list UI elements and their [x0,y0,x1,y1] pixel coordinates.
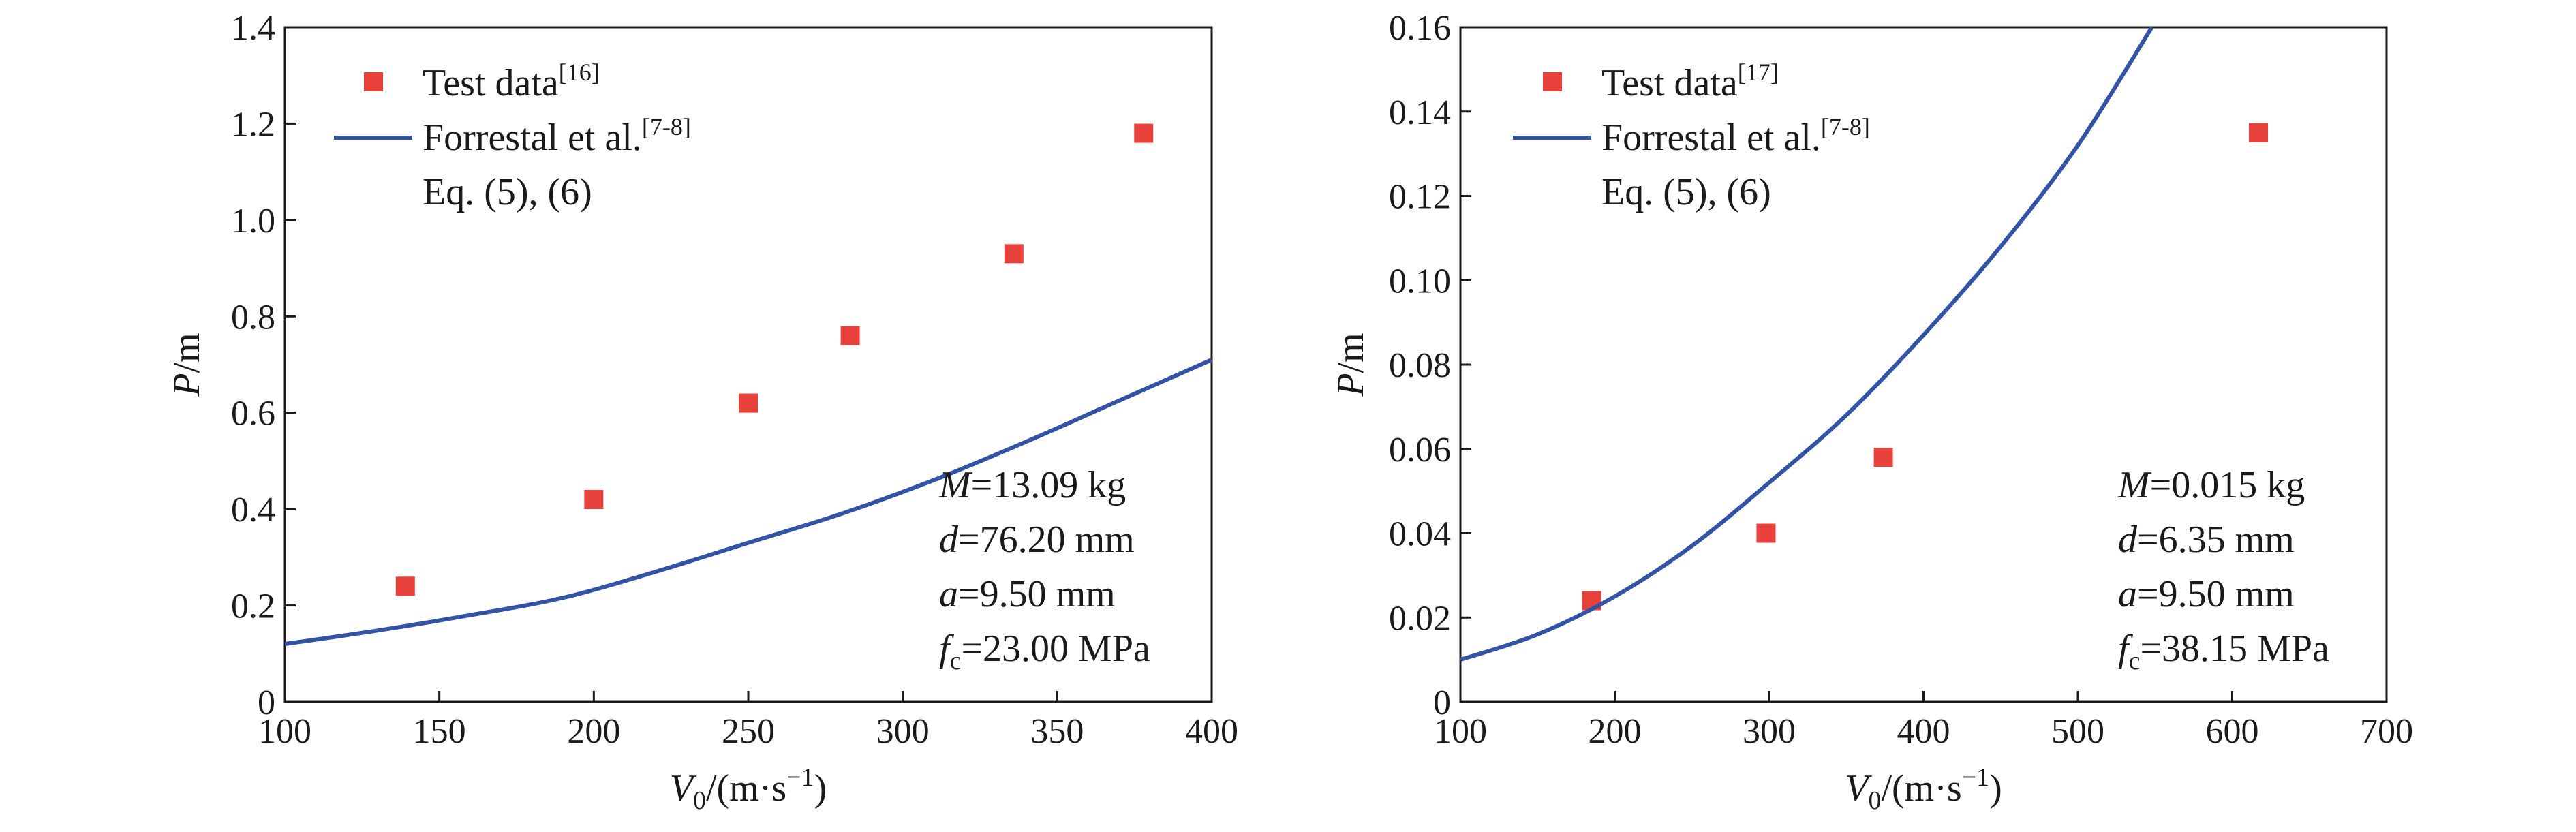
y-tick-label: 0 [1433,683,1451,722]
y-axis-title: P/m [1330,333,1372,397]
x-tick-label: 150 [413,712,466,751]
legend-equation: Eq. (5), (6) [423,171,592,213]
parameter-fc: fc=23.00 MPa [939,628,1150,675]
test-data-point [584,490,604,509]
parameter-d: d=76.20 mm [939,519,1135,561]
legend-forrestal: Forrestal et al.[7-8] [423,113,691,159]
y-tick-label: 0.6 [231,395,275,433]
x-tick-label: 350 [1030,712,1084,751]
x-tick-label: 250 [722,712,775,751]
parameter-M: M=13.09 kg [938,464,1126,506]
x-tick-label: 300 [1743,712,1796,751]
x-tick-label: 600 [2206,712,2259,751]
parameter-M: M=0.015 kg [2117,464,2305,506]
x-tick-label: 100 [258,712,311,751]
parameter-annotations: M=13.09 kg d=76.20 mm a=9.50 mm fc=23.00 MP… [938,464,1150,675]
y-tick-label: 0.10 [1389,262,1451,301]
test-data-point [1134,123,1154,143]
forrestal-curve [1460,27,2154,662]
y-tick-label: 0.08 [1389,346,1451,385]
test-data-point [1756,523,1776,543]
legend: Test data[16] Forrestal et al.[7-8] Eq. (5… [334,59,691,213]
x-tick-label: 700 [2360,712,2413,751]
forrestal-curve [285,358,1212,647]
test-data-point [840,326,860,345]
y-tick-label: 0.4 [231,491,275,529]
test-data-point [395,576,415,596]
parameter-a: a=9.50 mm [939,573,1116,615]
parameter-d: d=6.35 mm [2118,519,2295,561]
parameter-fc: fc=38.15 MPa [2118,628,2329,675]
chart-left: 100 150 200 250 300 350 400 0 0.2 0.4 0.6 0.8 1.0 1.2… [166,9,1238,815]
legend-test-data: Test data[16] [423,59,600,104]
x-tick-label: 500 [2051,712,2104,751]
parameter-annotations: M=0.015 kg d=6.35 mm a=9.50 mm fc=38.15 MPa [2117,464,2329,675]
y-tick-label: 0.2 [231,587,275,626]
y-tick-label: 1.2 [231,105,275,144]
test-data-point [2249,123,2269,142]
test-data-point [1004,244,1024,264]
test-data-point [739,393,758,413]
y-tick-label: 0.14 [1389,93,1451,132]
legend: Test data[17] Forrestal et al.[7-8] Eq. (5… [1513,59,1870,213]
x-tick-label: 200 [1589,712,1642,751]
y-tick-label: 0.12 [1389,178,1451,217]
legend-test-data: Test data[17] [1601,59,1779,104]
y-tick-label: 0.04 [1389,515,1451,554]
x-tick-label: 400 [1185,712,1238,751]
y-tick-label: 1.4 [231,9,275,48]
legend-marker-swatch [364,72,383,91]
x-tick-label: 300 [876,712,930,751]
legend-equation: Eq. (5), (6) [1601,171,1771,213]
y-tick-label: 0.16 [1389,9,1451,48]
y-tick-label: 0.02 [1389,599,1451,638]
legend-forrestal: Forrestal et al.[7-8] [1601,113,1870,159]
y-tick-label: 0.8 [231,298,275,337]
y-axis-title: P/m [166,333,208,397]
x-tick-label: 400 [1897,712,1950,751]
y-tick-label: 1.0 [231,202,275,241]
legend-marker-swatch [1543,72,1562,91]
chart-right: 100 200 300 400 500 600 700 0 0.02 0.04 0.06 0.08 0.… [1330,9,2413,815]
x-axis-title: V0/(m·s−1) [670,763,827,815]
test-data-point [1873,448,1893,467]
parameter-a: a=9.50 mm [2118,573,2295,615]
x-tick-label: 200 [567,712,620,751]
x-tick-label: 100 [1434,712,1487,751]
y-tick-label: 0.06 [1389,431,1451,469]
x-axis-title: V0/(m·s−1) [1845,763,2002,815]
y-tick-label: 0 [258,683,275,722]
